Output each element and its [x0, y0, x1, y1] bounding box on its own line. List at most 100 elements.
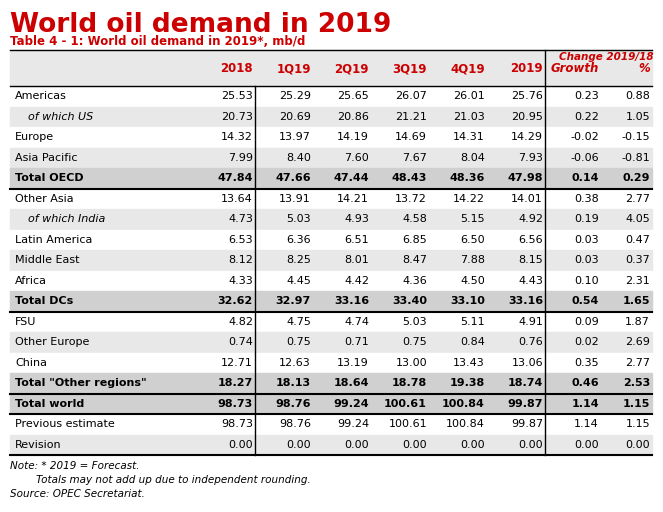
- Bar: [10, 250, 652, 270]
- Text: 4.05: 4.05: [625, 214, 650, 224]
- Text: 0.00: 0.00: [402, 440, 427, 450]
- Text: 33.10: 33.10: [450, 296, 485, 306]
- Text: Note: * 2019 = Forecast.: Note: * 2019 = Forecast.: [10, 461, 139, 471]
- Text: 0.38: 0.38: [574, 194, 599, 204]
- Text: 25.65: 25.65: [337, 91, 369, 101]
- Bar: [10, 291, 652, 311]
- Text: 2018: 2018: [220, 62, 253, 75]
- Bar: [10, 188, 652, 209]
- Text: 18.64: 18.64: [333, 378, 369, 388]
- Text: 13.72: 13.72: [395, 194, 427, 204]
- Text: -0.81: -0.81: [621, 153, 650, 163]
- Text: FSU: FSU: [15, 317, 36, 327]
- Text: 2.77: 2.77: [625, 358, 650, 368]
- Text: 3Q19: 3Q19: [392, 62, 427, 75]
- Text: 0.22: 0.22: [574, 112, 599, 122]
- Bar: [10, 168, 652, 188]
- Bar: [10, 373, 652, 394]
- Text: 4.50: 4.50: [460, 276, 485, 286]
- Text: Table 4 - 1: World oil demand in 2019*, mb/d: Table 4 - 1: World oil demand in 2019*, …: [10, 35, 306, 48]
- Text: 13.43: 13.43: [453, 358, 485, 368]
- Text: 48.43: 48.43: [392, 173, 427, 183]
- Text: 100.61: 100.61: [389, 419, 427, 429]
- Bar: [10, 127, 652, 147]
- Bar: [10, 50, 652, 86]
- Bar: [10, 352, 652, 373]
- Text: 5.03: 5.03: [402, 317, 427, 327]
- Text: 4.58: 4.58: [402, 214, 427, 224]
- Text: 20.86: 20.86: [337, 112, 369, 122]
- Text: 6.85: 6.85: [402, 234, 427, 245]
- Text: 0.00: 0.00: [228, 440, 253, 450]
- Text: %: %: [638, 62, 650, 75]
- Text: Revision: Revision: [15, 440, 62, 450]
- Text: 0.19: 0.19: [574, 214, 599, 224]
- Text: 18.78: 18.78: [392, 378, 427, 388]
- Text: Previous estimate: Previous estimate: [15, 419, 115, 429]
- Text: -0.06: -0.06: [570, 153, 599, 163]
- Bar: [10, 270, 652, 291]
- Text: 18.27: 18.27: [217, 378, 253, 388]
- Text: 12.63: 12.63: [279, 358, 311, 368]
- Text: 98.76: 98.76: [276, 399, 311, 409]
- Text: 1.15: 1.15: [625, 419, 650, 429]
- Text: Latin America: Latin America: [15, 234, 92, 245]
- Text: 48.36: 48.36: [450, 173, 485, 183]
- Text: 4.74: 4.74: [344, 317, 369, 327]
- Text: 2.31: 2.31: [625, 276, 650, 286]
- Text: 21.03: 21.03: [453, 112, 485, 122]
- Bar: [10, 209, 652, 229]
- Text: 32.97: 32.97: [276, 296, 311, 306]
- Text: 4.42: 4.42: [344, 276, 369, 286]
- Text: 6.53: 6.53: [228, 234, 253, 245]
- Text: 8.15: 8.15: [518, 255, 543, 265]
- Text: 13.91: 13.91: [279, 194, 311, 204]
- Text: Asia Pacific: Asia Pacific: [15, 153, 78, 163]
- Bar: [10, 332, 652, 352]
- Text: 100.84: 100.84: [442, 399, 485, 409]
- Text: 47.66: 47.66: [275, 173, 311, 183]
- Text: Total "Other regions": Total "Other regions": [15, 378, 147, 388]
- Text: 33.40: 33.40: [392, 296, 427, 306]
- Text: 47.98: 47.98: [507, 173, 543, 183]
- Text: 7.88: 7.88: [460, 255, 485, 265]
- Text: Total OECD: Total OECD: [15, 173, 84, 183]
- Text: 6.50: 6.50: [460, 234, 485, 245]
- Text: 6.56: 6.56: [518, 234, 543, 245]
- Text: 4.82: 4.82: [228, 317, 253, 327]
- Text: Source: OPEC Secretariat.: Source: OPEC Secretariat.: [10, 489, 145, 499]
- Text: 0.29: 0.29: [623, 173, 650, 183]
- Text: 4.91: 4.91: [518, 317, 543, 327]
- Text: 8.12: 8.12: [228, 255, 253, 265]
- Text: 0.00: 0.00: [460, 440, 485, 450]
- Text: 33.16: 33.16: [334, 296, 369, 306]
- Bar: [10, 106, 652, 127]
- Text: 14.21: 14.21: [337, 194, 369, 204]
- Text: 47.84: 47.84: [217, 173, 253, 183]
- Bar: [10, 229, 652, 250]
- Text: 7.67: 7.67: [402, 153, 427, 163]
- Text: 5.15: 5.15: [460, 214, 485, 224]
- Text: 13.19: 13.19: [337, 358, 369, 368]
- Text: 20.73: 20.73: [221, 112, 253, 122]
- Bar: [10, 86, 652, 106]
- Text: 4.45: 4.45: [286, 276, 311, 286]
- Text: 13.06: 13.06: [511, 358, 543, 368]
- Text: 0.00: 0.00: [286, 440, 311, 450]
- Bar: [10, 414, 652, 435]
- Text: 0.46: 0.46: [572, 378, 599, 388]
- Bar: [10, 394, 652, 414]
- Text: 26.07: 26.07: [395, 91, 427, 101]
- Text: 0.84: 0.84: [460, 337, 485, 347]
- Text: 7.99: 7.99: [228, 153, 253, 163]
- Text: 4.93: 4.93: [344, 214, 369, 224]
- Text: 19.38: 19.38: [450, 378, 485, 388]
- Text: 0.23: 0.23: [574, 91, 599, 101]
- Text: Africa: Africa: [15, 276, 47, 286]
- Text: 20.95: 20.95: [511, 112, 543, 122]
- Text: 0.75: 0.75: [402, 337, 427, 347]
- Text: 0.88: 0.88: [625, 91, 650, 101]
- Text: 13.00: 13.00: [395, 358, 427, 368]
- Text: 1.15: 1.15: [623, 399, 650, 409]
- Text: 8.47: 8.47: [402, 255, 427, 265]
